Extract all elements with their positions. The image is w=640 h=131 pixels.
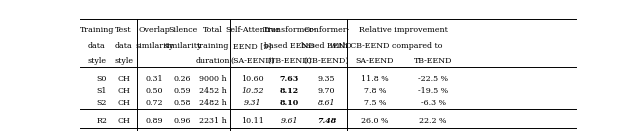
Text: (TB-EEND): (TB-EEND) [267,57,312,65]
Text: 11.8 %: 11.8 % [362,75,389,83]
Text: S2: S2 [97,99,108,107]
Text: Overlap: Overlap [138,26,170,34]
Text: 0.72: 0.72 [146,99,163,107]
Text: SA-EEND: SA-EEND [356,57,394,65]
Text: 22.2 %: 22.2 % [419,117,447,125]
Text: similarity: similarity [135,42,173,50]
Text: 0.89: 0.89 [146,117,163,125]
Text: Relative improvement: Relative improvement [360,26,449,34]
Text: 7.8 %: 7.8 % [364,87,387,95]
Text: 0.58: 0.58 [174,99,191,107]
Text: 10.60: 10.60 [241,75,264,83]
Text: 0.50: 0.50 [146,87,163,95]
Text: EEND [9]: EEND [9] [234,42,272,50]
Text: S1: S1 [97,87,108,95]
Text: 9.70: 9.70 [318,87,335,95]
Text: TB-EEND: TB-EEND [414,57,452,65]
Text: similarity: similarity [163,42,202,50]
Text: 0.31: 0.31 [145,75,163,83]
Text: duration: duration [196,57,230,65]
Text: S0: S0 [97,75,108,83]
Text: (CB-EEND): (CB-EEND) [304,57,349,65]
Text: 26.0 %: 26.0 % [362,117,389,125]
Text: data: data [88,42,106,50]
Text: 7.48: 7.48 [317,117,336,125]
Text: CH: CH [117,87,130,95]
Text: 9.35: 9.35 [318,75,335,83]
Text: 8.10: 8.10 [280,99,299,107]
Text: -6.3 %: -6.3 % [420,99,445,107]
Text: 2452 h: 2452 h [199,87,227,95]
Text: training: training [196,42,229,50]
Text: 0.59: 0.59 [174,87,191,95]
Text: style: style [88,57,106,65]
Text: 9.31: 9.31 [244,99,261,107]
Text: -22.5 %: -22.5 % [418,75,448,83]
Text: CH: CH [117,117,130,125]
Text: 0.96: 0.96 [174,117,191,125]
Text: 2482 h: 2482 h [199,99,227,107]
Text: 7.63: 7.63 [280,75,299,83]
Text: Self-Attentive: Self-Attentive [225,26,280,34]
Text: 7.5 %: 7.5 % [364,99,387,107]
Text: based EEND: based EEND [301,42,352,50]
Text: Test: Test [115,26,132,34]
Text: data: data [115,42,132,50]
Text: 10.52: 10.52 [241,87,264,95]
Text: -19.5 %: -19.5 % [418,87,448,95]
Text: (SA-EEND): (SA-EEND) [230,57,275,65]
Text: R2: R2 [97,117,108,125]
Text: 2231 h: 2231 h [199,117,227,125]
Text: 8.61: 8.61 [318,99,335,107]
Text: style: style [114,57,133,65]
Text: 10.11: 10.11 [241,117,264,125]
Text: Transformer-: Transformer- [262,26,316,34]
Text: Conformer-: Conformer- [303,26,349,34]
Text: with CB-EEND compared to: with CB-EEND compared to [330,42,443,50]
Text: Training: Training [79,26,114,34]
Text: 9000 h: 9000 h [199,75,227,83]
Text: 8.12: 8.12 [280,87,299,95]
Text: CH: CH [117,99,130,107]
Text: Silence: Silence [168,26,197,34]
Text: Total: Total [203,26,223,34]
Text: based EEND: based EEND [264,42,315,50]
Text: CH: CH [117,75,130,83]
Text: 9.61: 9.61 [280,117,298,125]
Text: 0.26: 0.26 [174,75,191,83]
